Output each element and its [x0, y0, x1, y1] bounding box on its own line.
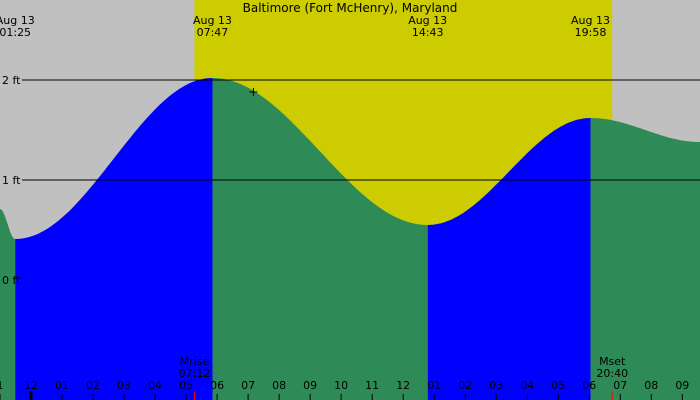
hour-tick-label: 07: [241, 379, 255, 392]
falling-tide-area: [590, 118, 700, 400]
hour-tick-label: 01: [55, 379, 69, 392]
chart-title: Baltimore (Fort McHenry), Maryland: [243, 1, 458, 15]
moon-event-time: 20:40: [596, 367, 628, 380]
falling-tide-area: [0, 209, 16, 400]
hour-tick-label: 02: [86, 379, 100, 392]
hour-tick-label: 07: [613, 379, 627, 392]
extreme-time-label: 01:25: [0, 26, 31, 39]
tide-area: [0, 78, 700, 400]
hour-tick-label: 12: [396, 379, 410, 392]
hour-tick-label: 09: [675, 379, 689, 392]
y-axis-labels: 0 ft 1 ft 2 ft: [2, 74, 21, 287]
hour-tick-label: 12: [24, 379, 38, 392]
moon-event-time: 07:12: [179, 367, 211, 380]
falling-tide-area: [212, 78, 428, 400]
hour-tick-label: 03: [117, 379, 131, 392]
hour-tick-label: 09: [303, 379, 317, 392]
extreme-date-label: Aug 13: [408, 14, 447, 27]
hour-tick-label: 05: [179, 379, 193, 392]
hour-tick-label: 10: [334, 379, 348, 392]
gridlines: [22, 79, 700, 181]
extreme-date-label: Aug 13: [193, 14, 232, 27]
extreme-date-label: Aug 13: [571, 14, 610, 27]
hour-tick-label: 08: [644, 379, 658, 392]
hour-tick-label: 05: [551, 379, 565, 392]
rising-tide-area: [427, 118, 591, 400]
rising-tide-area: [15, 78, 213, 400]
hour-tick-label: 1: [0, 379, 4, 392]
hour-tick-label: 08: [272, 379, 286, 392]
moon-event-label: Mset: [599, 355, 626, 368]
current-marker: [249, 88, 258, 96]
moon-event-label: Mrise: [180, 355, 210, 368]
hour-axis: 1 12 01 02 03 04 05 06 07 08 09 10 11 12 01 02 03 04 05 06 0…: [0, 379, 689, 400]
hour-tick-label: 06: [582, 379, 596, 392]
extreme-time-label: 19:58: [575, 26, 607, 39]
extreme-time-label: 07:47: [197, 26, 229, 39]
extreme-time-label: 14:43: [412, 26, 444, 39]
y-tick-label: 0 ft: [2, 274, 21, 287]
y-tick-label: 1 ft: [2, 174, 21, 187]
hour-tick-label: 04: [520, 379, 534, 392]
extreme-date-label: Aug 13: [0, 14, 35, 27]
y-tick-label: 2 ft: [2, 74, 21, 87]
hour-tick-label: 02: [458, 379, 472, 392]
hour-tick-label: 11: [365, 379, 379, 392]
hour-tick-label: 03: [489, 379, 503, 392]
hour-tick-label: 01: [427, 379, 441, 392]
hour-tick-label: 04: [148, 379, 162, 392]
hour-tick-label: 06: [210, 379, 224, 392]
